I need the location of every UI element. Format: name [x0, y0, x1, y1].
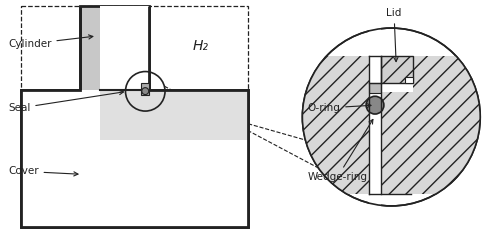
Circle shape [302, 28, 480, 206]
Polygon shape [21, 6, 248, 227]
Text: Lid: Lid [386, 8, 402, 62]
Bar [405, 77, 413, 83]
Bar [21, 6, 248, 227]
Text: Wedge-ring: Wedge-ring [308, 119, 373, 182]
Bar [382, 56, 485, 194]
Bar [100, 90, 248, 140]
Bar [142, 83, 149, 95]
Bar [368, 1, 382, 56]
Circle shape [366, 96, 384, 114]
Bar [382, 56, 413, 83]
Text: O-ring: O-ring [308, 103, 371, 113]
Bar [368, 1, 382, 233]
Bar [382, 56, 413, 92]
Text: Cylinder: Cylinder [8, 35, 93, 49]
Bar [298, 56, 414, 194]
Text: Cover: Cover [8, 166, 78, 176]
Bar [368, 83, 382, 93]
Text: Seal: Seal [8, 91, 123, 113]
Polygon shape [21, 6, 248, 227]
Circle shape [142, 88, 148, 95]
Text: H₂: H₂ [192, 39, 208, 53]
